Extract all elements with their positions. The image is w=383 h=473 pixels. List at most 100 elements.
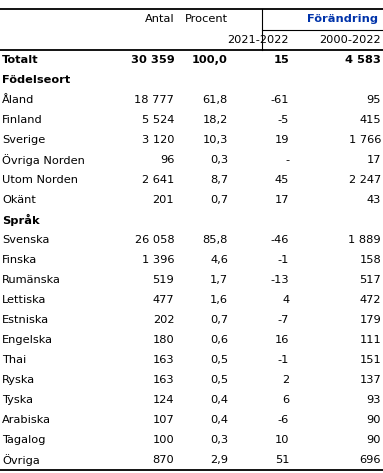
- Text: 4: 4: [282, 295, 289, 305]
- Text: 163: 163: [153, 355, 174, 365]
- Text: 163: 163: [153, 375, 174, 385]
- Text: 3 120: 3 120: [142, 135, 174, 145]
- Text: Procent: Procent: [185, 15, 228, 25]
- Text: 90: 90: [367, 415, 381, 425]
- Text: -13: -13: [270, 275, 289, 285]
- Text: 517: 517: [359, 275, 381, 285]
- Text: 0,5: 0,5: [210, 375, 228, 385]
- Text: 30 359: 30 359: [131, 54, 174, 65]
- Text: 18,2: 18,2: [203, 114, 228, 125]
- Text: 151: 151: [359, 355, 381, 365]
- Text: -6: -6: [278, 415, 289, 425]
- Text: Lettiska: Lettiska: [2, 295, 46, 305]
- Text: 4,6: 4,6: [210, 255, 228, 265]
- Text: 202: 202: [153, 315, 174, 325]
- Text: 1 766: 1 766: [349, 135, 381, 145]
- Text: 17: 17: [367, 155, 381, 165]
- Text: Finland: Finland: [2, 114, 43, 125]
- Text: 477: 477: [153, 295, 174, 305]
- Text: 43: 43: [367, 195, 381, 205]
- Text: 18 777: 18 777: [134, 95, 174, 105]
- Text: 96: 96: [160, 155, 174, 165]
- Text: 0,3: 0,3: [210, 435, 228, 446]
- Text: 1,6: 1,6: [210, 295, 228, 305]
- Text: 2000-2022: 2000-2022: [319, 35, 381, 44]
- Text: 124: 124: [153, 395, 174, 405]
- Text: Övriga Norden: Övriga Norden: [2, 154, 85, 166]
- Text: Födelseort: Födelseort: [2, 75, 70, 85]
- Text: 107: 107: [152, 415, 174, 425]
- Text: Ryska: Ryska: [2, 375, 35, 385]
- Text: 0,7: 0,7: [210, 315, 228, 325]
- Text: 100: 100: [152, 435, 174, 446]
- Text: Svenska: Svenska: [2, 235, 49, 245]
- Text: Rumänska: Rumänska: [2, 275, 61, 285]
- Text: 0,3: 0,3: [210, 155, 228, 165]
- Text: 100,0: 100,0: [192, 54, 228, 65]
- Text: 201: 201: [153, 195, 174, 205]
- Text: 19: 19: [275, 135, 289, 145]
- Text: 5 524: 5 524: [142, 114, 174, 125]
- Text: Estniska: Estniska: [2, 315, 49, 325]
- Text: Tagalog: Tagalog: [2, 435, 46, 446]
- Text: 0,4: 0,4: [210, 415, 228, 425]
- Text: 0,4: 0,4: [210, 395, 228, 405]
- Text: 137: 137: [359, 375, 381, 385]
- Text: Sverige: Sverige: [2, 135, 45, 145]
- Text: Förändring: Förändring: [307, 15, 378, 25]
- Text: Antal: Antal: [145, 15, 174, 25]
- Text: 0,7: 0,7: [210, 195, 228, 205]
- Text: 0,6: 0,6: [210, 335, 228, 345]
- Text: 8,7: 8,7: [210, 175, 228, 185]
- Text: -46: -46: [271, 235, 289, 245]
- Text: Thai: Thai: [2, 355, 26, 365]
- Text: -1: -1: [278, 255, 289, 265]
- Text: Utom Norden: Utom Norden: [2, 175, 78, 185]
- Text: 15: 15: [273, 54, 289, 65]
- Text: 696: 696: [360, 455, 381, 465]
- Text: Okänt: Okänt: [2, 195, 36, 205]
- Text: 1,7: 1,7: [210, 275, 228, 285]
- Text: Totalt: Totalt: [2, 54, 39, 65]
- Text: Tyska: Tyska: [2, 395, 33, 405]
- Text: Åland: Åland: [2, 95, 34, 105]
- Text: 95: 95: [367, 95, 381, 105]
- Text: 180: 180: [152, 335, 174, 345]
- Text: 17: 17: [275, 195, 289, 205]
- Text: Finska: Finska: [2, 255, 37, 265]
- Text: 26 058: 26 058: [135, 235, 174, 245]
- Text: 2 247: 2 247: [349, 175, 381, 185]
- Text: 1 396: 1 396: [142, 255, 174, 265]
- Text: 93: 93: [367, 395, 381, 405]
- Text: 1 889: 1 889: [349, 235, 381, 245]
- Text: 45: 45: [275, 175, 289, 185]
- Text: 472: 472: [360, 295, 381, 305]
- Text: 4 583: 4 583: [345, 54, 381, 65]
- Text: 16: 16: [275, 335, 289, 345]
- Text: 519: 519: [152, 275, 174, 285]
- Text: 2021-2022: 2021-2022: [228, 35, 289, 44]
- Text: -61: -61: [271, 95, 289, 105]
- Text: 10: 10: [275, 435, 289, 446]
- Text: 158: 158: [359, 255, 381, 265]
- Text: 85,8: 85,8: [203, 235, 228, 245]
- Text: 61,8: 61,8: [203, 95, 228, 105]
- Text: 2 641: 2 641: [142, 175, 174, 185]
- Text: -5: -5: [278, 114, 289, 125]
- Text: 0,5: 0,5: [210, 355, 228, 365]
- Text: 51: 51: [275, 455, 289, 465]
- Text: 6: 6: [282, 395, 289, 405]
- Text: 179: 179: [359, 315, 381, 325]
- Text: -: -: [285, 155, 289, 165]
- Text: Språk: Språk: [2, 214, 39, 226]
- Text: 111: 111: [359, 335, 381, 345]
- Text: Arabiska: Arabiska: [2, 415, 51, 425]
- Text: 2: 2: [282, 375, 289, 385]
- Text: 90: 90: [367, 435, 381, 446]
- Text: -7: -7: [278, 315, 289, 325]
- Text: -1: -1: [278, 355, 289, 365]
- Text: 870: 870: [152, 455, 174, 465]
- Text: Övriga: Övriga: [2, 455, 40, 466]
- Text: 10,3: 10,3: [203, 135, 228, 145]
- Text: 2,9: 2,9: [210, 455, 228, 465]
